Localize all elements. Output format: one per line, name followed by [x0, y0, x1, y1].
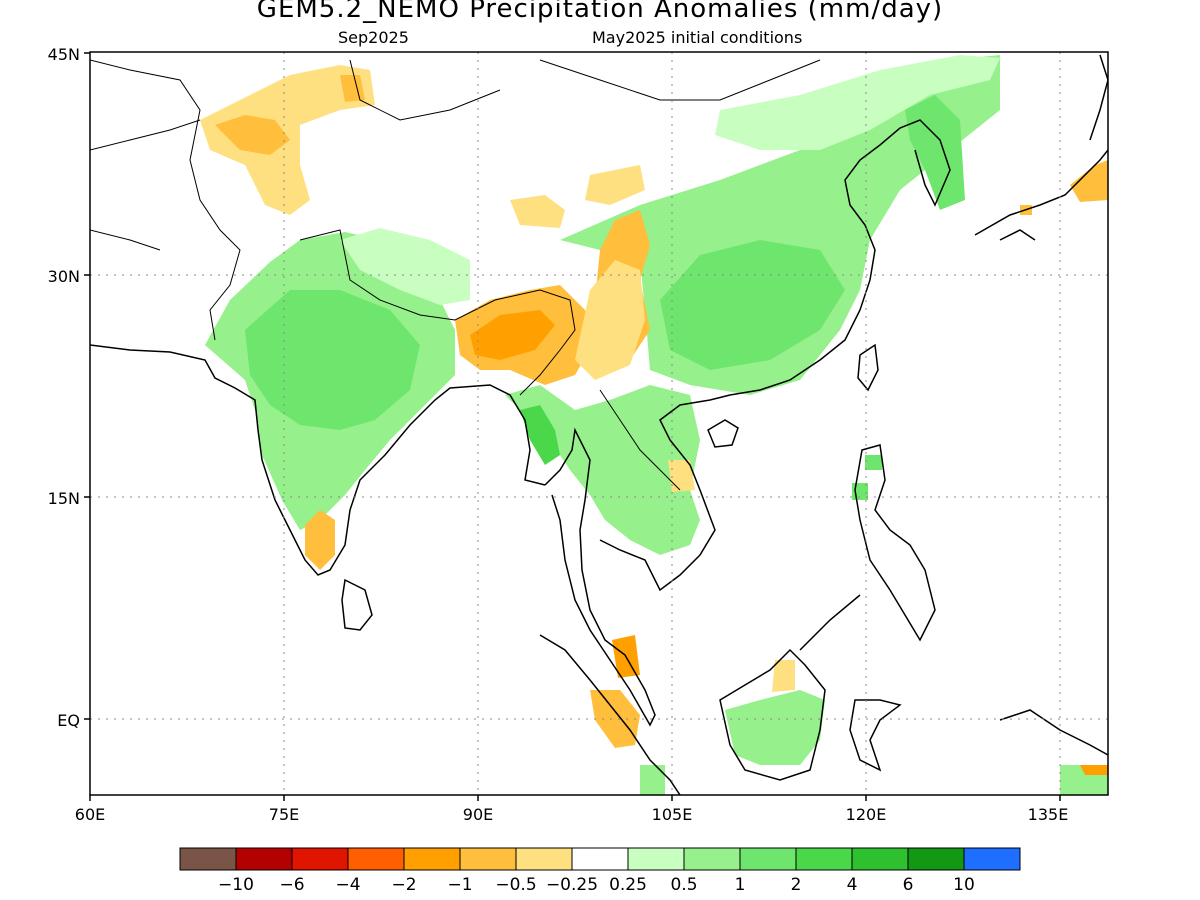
colorbar-swatch	[347, 847, 405, 871]
colorbar-label: −4	[335, 875, 360, 895]
coastline-philippines	[799, 444, 936, 651]
colorbar-label: −1	[447, 875, 472, 895]
colorbar-swatch	[627, 847, 685, 871]
lat-label: 45N	[48, 45, 80, 64]
map-frame	[89, 51, 1109, 796]
coastline-china	[729, 119, 951, 396]
lon-label: 90E	[463, 805, 493, 824]
anomaly-sumatra-wet	[640, 765, 665, 795]
coastline-taiwan	[857, 343, 879, 392]
lat-label: 30N	[48, 267, 80, 286]
colorbar-label: −2	[391, 875, 416, 895]
colorbar-swatch	[683, 847, 741, 871]
coastline-sumatra	[539, 634, 681, 795]
anomaly-thailand-dry	[668, 460, 695, 492]
coastline-japan	[974, 54, 1108, 241]
graticule	[90, 52, 1108, 795]
colorbar-label: 10	[953, 875, 975, 895]
anomaly-newguinea-dry	[1080, 765, 1108, 775]
colorbar-label: 0.25	[609, 875, 647, 895]
colorbar-label: 6	[903, 875, 914, 895]
colorbar-swatch	[851, 847, 909, 871]
anomaly-myanmar-core	[520, 405, 560, 465]
coastline-vietnam	[599, 394, 731, 592]
lon-label: 120E	[846, 805, 887, 824]
colorbar-label: −0.5	[495, 875, 536, 895]
target-month: Sep2025	[338, 28, 409, 47]
coastlines	[90, 54, 1108, 795]
anomaly-india-core	[245, 290, 420, 430]
anomaly-bangladesh-core	[470, 310, 555, 360]
colorbar-label: −0.25	[546, 875, 598, 895]
anomaly-tibet-dry	[510, 165, 645, 228]
colorbar-swatch	[907, 847, 965, 871]
colorbar-label: −10	[218, 875, 254, 895]
lat-label: 15N	[48, 489, 80, 508]
longitude-labels: 60E 75E 90E 105E 120E 135E	[75, 805, 1069, 824]
anomaly-himalaya-wet	[340, 228, 470, 305]
colorbar-label: 1	[735, 875, 746, 895]
coastline-srilanka	[341, 578, 373, 631]
colorbar-label: 0.5	[670, 875, 697, 895]
anomaly-northchina-wet	[715, 55, 1000, 150]
coastline-sulawesi	[849, 699, 902, 772]
lon-label: 60E	[75, 805, 105, 824]
anomaly-southindia-dry	[305, 510, 335, 570]
colorbar-label: 4	[847, 875, 858, 895]
anomaly-borneo-wet	[725, 690, 825, 765]
initial-conditions: May2025 initial conditions	[592, 28, 803, 47]
coastline-hainan	[707, 419, 739, 448]
anomaly-china-core	[660, 240, 845, 370]
colorbar-swatch	[963, 847, 1021, 871]
anomaly-pamir-core	[215, 75, 365, 155]
coastline-indochina	[544, 427, 656, 727]
map-title: GEM5.2_NEMO Precipitation Anomalies (mm/…	[256, 0, 944, 24]
colorbar-swatch	[795, 847, 853, 871]
colorbar-swatch	[739, 847, 797, 871]
colorbar-label: −6	[279, 875, 304, 895]
anomaly-sumatra-dry	[590, 690, 640, 748]
border-lines	[90, 59, 821, 491]
anomaly-field	[200, 55, 1108, 795]
colorbar-swatch	[179, 847, 237, 871]
anomaly-yunnan-edge	[575, 260, 645, 380]
axis-ticks	[84, 52, 1061, 801]
coastline-newguinea	[999, 709, 1108, 756]
lon-label: 135E	[1028, 805, 1069, 824]
lon-label: 75E	[269, 805, 299, 824]
lat-label: EQ	[57, 711, 80, 730]
anomaly-philippines-wet	[852, 455, 882, 500]
coastline-india	[90, 344, 546, 576]
coastline-borneo	[719, 648, 826, 781]
latitude-labels: 45N 30N 15N EQ	[48, 45, 80, 730]
colorbar-swatch	[403, 847, 461, 871]
anomaly-indochina-wet	[505, 385, 700, 555]
colorbar-swatch	[459, 847, 517, 871]
anomaly-borneo-dry	[772, 660, 795, 692]
colorbar-swatch	[235, 847, 293, 871]
colorbar-swatch	[571, 847, 629, 871]
lon-label: 105E	[652, 805, 693, 824]
colorbar-swatch	[291, 847, 349, 871]
colorbar-label: 2	[791, 875, 802, 895]
anomaly-korea-wet	[905, 95, 965, 210]
colorbar: −10 −6 −4 −2 −1 −0.5 −0.25 0.25 0.5 1 2 4 6 10	[179, 847, 1021, 895]
colorbar-swatch	[515, 847, 573, 871]
